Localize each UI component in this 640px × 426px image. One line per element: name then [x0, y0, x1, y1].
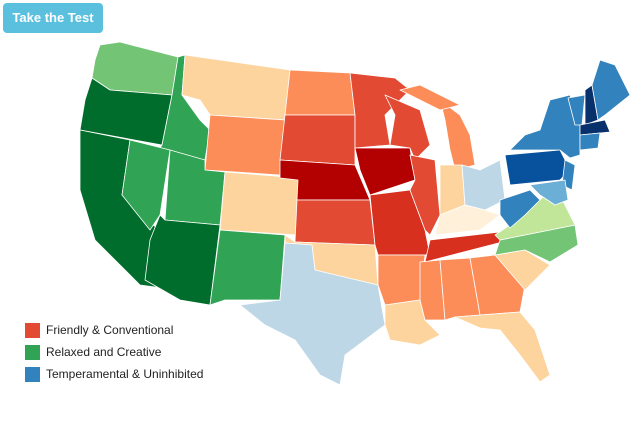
legend-label: Friendly & Conventional — [46, 323, 173, 337]
legend-swatch — [25, 345, 40, 360]
state — [579, 132, 601, 151]
state — [279, 114, 356, 166]
state — [204, 114, 286, 176]
state — [144, 214, 221, 306]
state — [529, 179, 569, 206]
state — [469, 254, 526, 316]
state — [499, 189, 541, 229]
state — [399, 84, 461, 111]
state — [354, 147, 416, 196]
state — [384, 94, 431, 161]
state — [209, 229, 286, 306]
state — [454, 311, 551, 383]
state — [219, 171, 301, 236]
state — [239, 242, 386, 386]
take-test-button[interactable]: Take the Test — [3, 3, 103, 33]
legend-label: Relaxed and Creative — [46, 345, 162, 359]
legend-swatch — [25, 323, 40, 338]
state — [439, 99, 476, 171]
state — [409, 154, 441, 236]
state — [294, 199, 376, 246]
state — [349, 72, 411, 149]
state — [419, 259, 446, 321]
states — [79, 41, 631, 386]
state — [284, 69, 356, 116]
state — [461, 159, 506, 211]
state — [121, 139, 171, 231]
legend-swatch — [25, 367, 40, 382]
state — [591, 59, 631, 121]
state — [377, 254, 426, 306]
state — [504, 149, 571, 186]
legend: Friendly & Conventional Relaxed and Creat… — [25, 323, 203, 382]
state — [579, 119, 611, 136]
legend-label: Temperamental & Uninhibited — [46, 367, 203, 381]
state — [181, 54, 291, 121]
